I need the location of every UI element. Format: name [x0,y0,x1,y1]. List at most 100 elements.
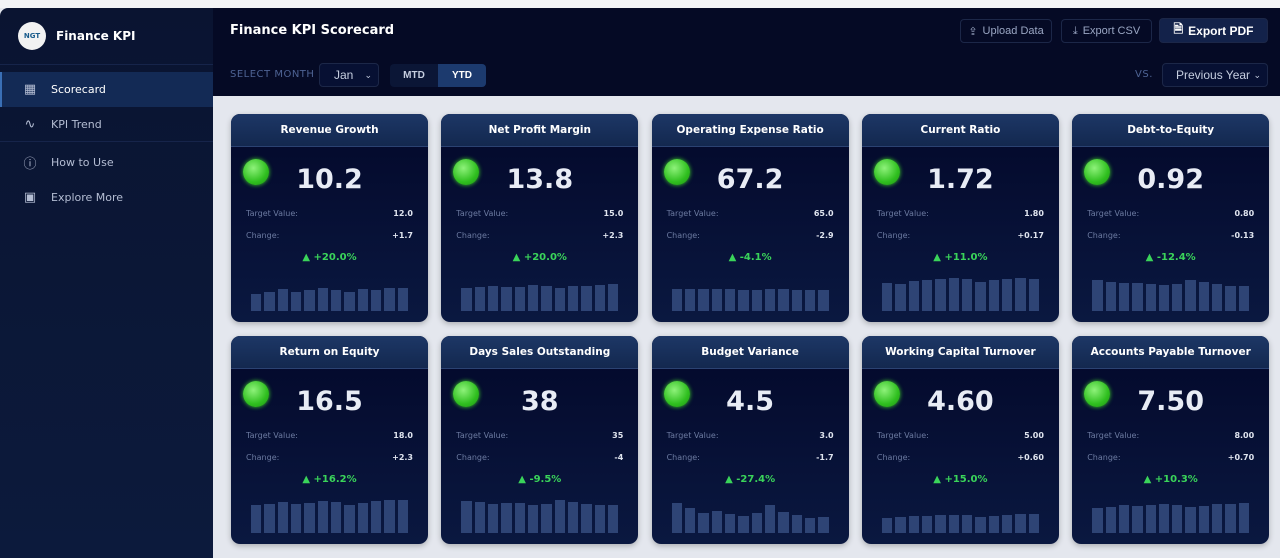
sparkline-bar [1001,515,1013,533]
sparkline-bar [344,292,355,311]
brand-name: Finance KPI [56,29,136,43]
change-label: Change: [456,231,490,240]
change-row: Change: -4 [456,453,623,462]
status-indicator-icon [663,381,690,407]
sparkline-bar [935,279,946,311]
document-icon: 🗎 [1173,22,1184,36]
sparkline-bar [1145,505,1156,533]
upload-label: Upload Data [982,25,1044,37]
sparkline-bar [290,504,302,533]
kpi-value: 16.5 [296,386,363,417]
month-select[interactable]: Jan ⌄ [319,63,379,87]
sparkline-bar [724,514,736,533]
change-row: Change: -2.9 [667,231,834,240]
sidebar-item-kpi-trend[interactable]: ∿ KPI Trend [0,107,213,142]
sparkline-bar [724,289,736,311]
target-row: Target Value: 35 [456,431,623,440]
sparkline-bar [1028,279,1039,311]
sparkline-bar [487,286,499,311]
browser-edge [0,0,1280,8]
sparkline-bar [738,290,749,311]
status-indicator-icon [663,159,690,185]
change-value: +0.60 [1017,453,1044,462]
change-value: -2.9 [816,231,834,240]
change-label: Change: [1087,231,1121,240]
sparkline-bar [764,289,776,311]
change-value: -4 [614,453,624,462]
kpi-value: 7.50 [1137,386,1204,417]
sparkline-bar [370,501,382,533]
target-label: Target Value: [876,209,929,218]
sparkline-bar [1185,507,1196,533]
target-value: 15.0 [603,209,624,218]
sidebar-item-scorecard[interactable]: ▦ Scorecard [0,72,213,107]
change-label: Change: [876,453,911,462]
sparkline-bar [344,505,355,533]
target-row: Target Value: 0.80 [1087,209,1254,218]
target-value: 65.0 [813,209,834,218]
status-indicator-icon [453,159,480,185]
target-row: Target Value: 18.0 [246,431,413,440]
sparkline-bar [554,500,565,533]
sparkline-bar [751,513,762,533]
kpi-title: Return on Equity [231,336,428,369]
sparkline-bar [397,288,408,311]
target-row: Target Value: 5.00 [877,431,1044,440]
kpi-value: 38 [521,386,559,417]
bag-icon: ▣ [23,190,37,205]
change-value: -1.7 [816,453,834,462]
change-label: Change: [666,453,700,462]
sparkline-bar [370,290,382,311]
download-icon: ⤓ [1072,24,1078,37]
sparkline-bar [1015,278,1026,311]
export-csv-button[interactable]: ⤓ Export CSV [1061,19,1152,43]
upload-data-button[interactable]: ⇪ Upload Data [960,19,1052,43]
sidebar-item-explore-more[interactable]: ▣ Explore More [0,180,213,215]
target-value: 3.0 [819,431,834,440]
sidebar-item-how-to-use[interactable]: ⓘ How to Use [0,145,213,180]
sparkline-bar [1092,508,1103,533]
export-csv-label: Export CSV [1082,25,1141,37]
sidebar-item-label: Explore More [51,191,124,204]
help-circle-icon: ⓘ [23,157,37,172]
mtd-button[interactable]: MTD [403,70,425,81]
sparkline-bar [567,286,579,311]
target-label: Target Value: [876,431,929,440]
sparkline-bar [751,290,762,311]
sparkline-bar [764,505,776,533]
sparkline-bar [935,515,946,533]
sparkline-bar [975,517,986,533]
ytd-button[interactable]: YTD [438,64,486,87]
sparkline-bar [804,290,816,311]
change-label: Change: [1087,453,1121,462]
sparkline-bar [304,503,315,533]
sparkline-bar [501,503,512,533]
sparkline-bar [908,281,919,311]
change-label: Change: [666,231,700,240]
sparkline-bar [804,518,816,533]
comparison-select[interactable]: Previous Year ⌄ [1162,63,1268,87]
sparkline-bar [671,289,682,311]
target-value: 12.0 [393,209,413,218]
export-pdf-button[interactable]: 🗎 Export PDF [1159,18,1268,43]
sparkline-bar [961,279,973,311]
sparkline-bar [1172,505,1183,533]
sparkline-bar [948,278,959,311]
percent-change: ▲ -12.4% [1145,252,1196,263]
pulse-icon: ∿ [24,116,36,132]
chevron-down-icon: ⌄ [364,69,372,80]
sparkline-bar [711,511,722,533]
page-title: Finance KPI Scorecard [230,23,395,38]
target-value: 8.00 [1234,431,1255,440]
change-row: Change: +0.70 [1087,453,1254,462]
sparkline-bar [1105,282,1116,311]
sparkline-bar [607,505,619,533]
sparkline-bar [251,505,262,533]
grid-icon: ▦ [23,82,37,97]
sparkline-bar [908,516,919,533]
kpi-card: Revenue Growth 10.2 Target Value: 12.0 Ch… [231,114,428,322]
sparkline-bar [357,503,368,533]
sparkline-bar [948,515,959,533]
sparkline-bar [384,500,395,533]
kpi-value: 1.72 [927,164,994,195]
